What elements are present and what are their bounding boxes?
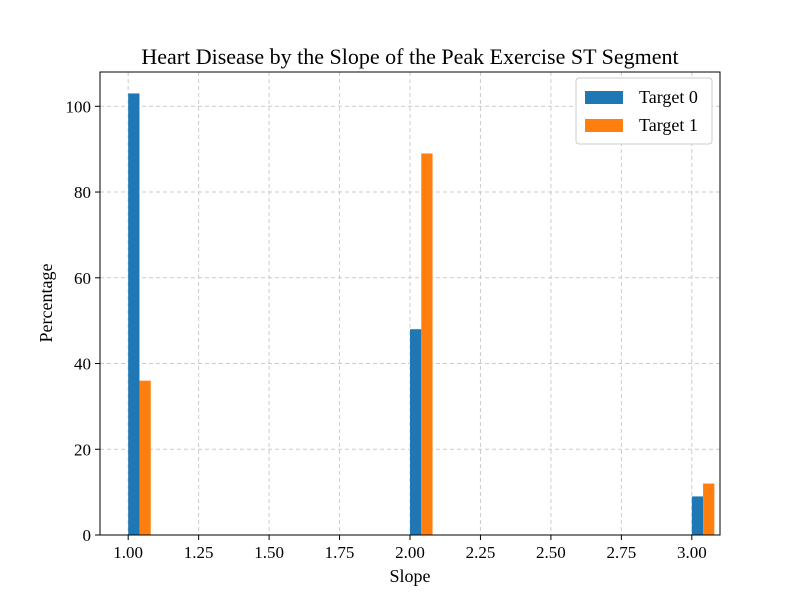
x-tick-label: 2.00 bbox=[395, 543, 425, 562]
legend-swatch-target-0 bbox=[585, 91, 623, 104]
y-tick-label: 20 bbox=[74, 440, 91, 459]
bar-target-1 bbox=[421, 153, 433, 535]
y-tick-label: 80 bbox=[74, 183, 91, 202]
bar-target-1 bbox=[703, 483, 715, 535]
x-tick-label: 1.75 bbox=[325, 543, 355, 562]
legend-label-target-1: Target 1 bbox=[639, 115, 698, 135]
y-tick-label: 0 bbox=[83, 526, 92, 545]
y-axis-label: Percentage bbox=[36, 264, 56, 343]
legend-swatch-target-1 bbox=[585, 119, 623, 132]
x-tick-label: 3.00 bbox=[677, 543, 707, 562]
y-tick-label: 100 bbox=[66, 97, 92, 116]
x-tick-label: 2.75 bbox=[606, 543, 636, 562]
bar-target-0 bbox=[128, 93, 140, 536]
x-tick-label: 2.25 bbox=[466, 543, 496, 562]
x-tick-label: 2.50 bbox=[536, 543, 566, 562]
ticks: 1.00 1.25 1.50 1.75 2.00 2.25 2.50 2.75 3.00 0 20 4… bbox=[66, 97, 707, 562]
legend-label-target-0: Target 0 bbox=[639, 87, 698, 107]
bar-target-0 bbox=[410, 329, 422, 535]
y-tick-label: 60 bbox=[74, 269, 91, 288]
bars bbox=[128, 93, 715, 536]
y-tick-label: 40 bbox=[74, 355, 91, 374]
x-tick-label: 1.00 bbox=[113, 543, 143, 562]
x-tick-label: 1.25 bbox=[184, 543, 214, 562]
chart-title: Heart Disease by the Slope of the Peak E… bbox=[141, 44, 678, 69]
bar-target-1 bbox=[139, 380, 151, 535]
x-axis-label: Slope bbox=[389, 566, 430, 586]
bar-target-0 bbox=[691, 496, 704, 535]
x-tick-label: 1.50 bbox=[254, 543, 284, 562]
legend: Target 0 Target 1 bbox=[575, 77, 713, 145]
